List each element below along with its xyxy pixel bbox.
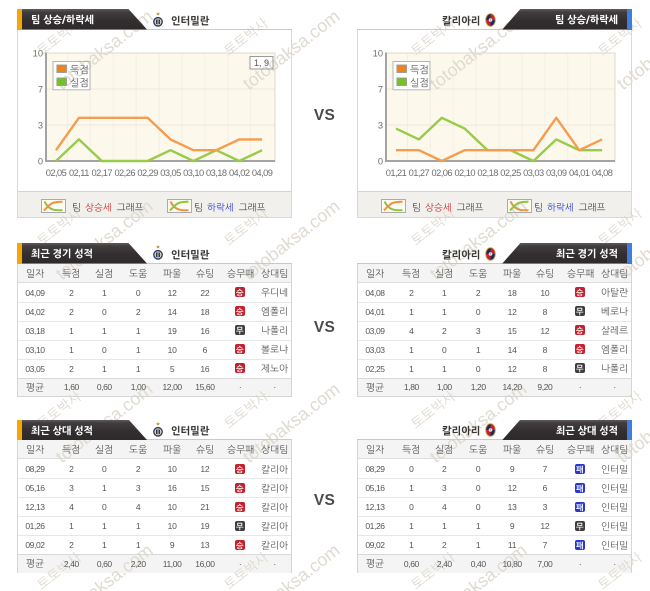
svg-text:02,06: 02,06 bbox=[432, 168, 453, 178]
svg-text:0: 0 bbox=[38, 156, 43, 166]
svg-text:02,29: 02,29 bbox=[137, 168, 158, 178]
svg-text:7: 7 bbox=[38, 84, 43, 94]
svg-text:10: 10 bbox=[33, 48, 43, 58]
svg-text:01,21: 01,21 bbox=[386, 168, 407, 178]
svg-text:04,09: 04,09 bbox=[252, 168, 273, 178]
svg-text:03,09: 03,09 bbox=[546, 168, 567, 178]
svg-text:02,05: 02,05 bbox=[46, 168, 67, 178]
svg-text:01,27: 01,27 bbox=[409, 168, 430, 178]
svg-text:04,08: 04,08 bbox=[592, 168, 613, 178]
svg-text:04,02: 04,02 bbox=[229, 168, 250, 178]
svg-text:03,18: 03,18 bbox=[206, 168, 227, 178]
svg-text:03,05: 03,05 bbox=[160, 168, 181, 178]
svg-text:0: 0 bbox=[378, 156, 383, 166]
svg-text:02,18: 02,18 bbox=[477, 168, 498, 178]
svg-text:1, 9: 1, 9 bbox=[254, 58, 269, 68]
svg-text:7: 7 bbox=[378, 84, 383, 94]
svg-text:04,01: 04,01 bbox=[569, 168, 590, 178]
svg-text:02,11: 02,11 bbox=[69, 168, 89, 178]
svg-text:02,25: 02,25 bbox=[500, 168, 521, 178]
svg-text:3: 3 bbox=[378, 120, 383, 130]
svg-text:02,17: 02,17 bbox=[92, 168, 113, 178]
svg-text:10: 10 bbox=[373, 48, 383, 58]
svg-text:02,10: 02,10 bbox=[454, 168, 475, 178]
svg-text:03,10: 03,10 bbox=[183, 168, 204, 178]
svg-text:03,03: 03,03 bbox=[523, 168, 544, 178]
svg-text:02,26: 02,26 bbox=[114, 168, 135, 178]
svg-text:3: 3 bbox=[38, 120, 43, 130]
